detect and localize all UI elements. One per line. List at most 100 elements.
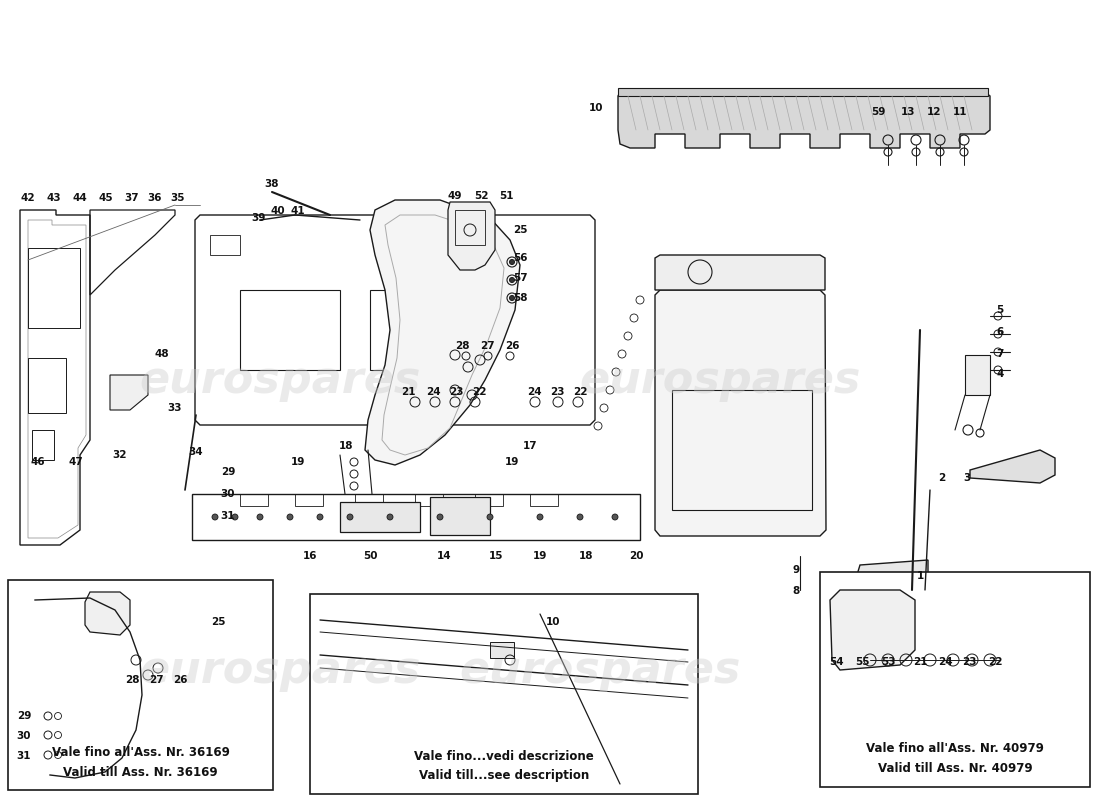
Text: 22: 22	[573, 387, 587, 397]
Text: 35: 35	[170, 193, 185, 203]
Text: 19: 19	[290, 457, 305, 467]
Text: 25: 25	[513, 225, 527, 235]
Text: 1: 1	[916, 571, 924, 581]
Text: 8: 8	[792, 586, 800, 596]
Text: 23: 23	[961, 657, 977, 667]
Circle shape	[509, 278, 515, 282]
Bar	[310, 594, 698, 794]
Circle shape	[212, 514, 218, 520]
Text: 22: 22	[472, 387, 486, 397]
Text: 43: 43	[46, 193, 62, 203]
Text: 31: 31	[221, 511, 235, 521]
Text: 28: 28	[454, 341, 470, 351]
Polygon shape	[970, 450, 1055, 483]
Bar	[240, 290, 340, 370]
Text: 49: 49	[448, 191, 462, 201]
Text: 20: 20	[629, 551, 644, 561]
Text: 59: 59	[871, 107, 886, 117]
Text: 29: 29	[16, 711, 31, 721]
Text: 30: 30	[221, 489, 235, 499]
Text: 3: 3	[964, 473, 970, 483]
Text: 57: 57	[513, 273, 527, 283]
Bar	[820, 572, 1090, 787]
Text: 5: 5	[997, 305, 1003, 315]
Text: 19: 19	[532, 551, 547, 561]
Text: 50: 50	[363, 551, 377, 561]
Polygon shape	[856, 560, 928, 595]
Text: 10: 10	[588, 103, 603, 113]
Text: 26: 26	[505, 341, 519, 351]
Text: 9: 9	[792, 565, 800, 575]
Bar	[672, 390, 812, 510]
Text: 21: 21	[913, 657, 927, 667]
Circle shape	[287, 514, 293, 520]
Text: 46: 46	[31, 457, 45, 467]
Text: 16: 16	[302, 551, 317, 561]
Text: 55: 55	[855, 657, 869, 667]
Bar	[32, 430, 54, 460]
Text: eurospares: eurospares	[140, 358, 420, 402]
Text: 23: 23	[449, 387, 463, 397]
Text: 42: 42	[21, 193, 35, 203]
Bar	[8, 580, 273, 790]
Text: 13: 13	[901, 107, 915, 117]
Text: 47: 47	[68, 457, 84, 467]
Bar	[210, 235, 240, 255]
Bar	[370, 290, 450, 370]
Bar	[28, 358, 66, 413]
Bar	[240, 494, 268, 506]
Text: 4: 4	[997, 369, 1003, 379]
Bar	[430, 497, 490, 535]
Text: 24: 24	[527, 387, 541, 397]
Polygon shape	[85, 592, 130, 635]
Bar	[455, 210, 485, 245]
Text: 34: 34	[189, 447, 204, 457]
Text: 17: 17	[522, 441, 537, 451]
Polygon shape	[830, 590, 915, 670]
Text: Vale fino all'Ass. Nr. 40979: Vale fino all'Ass. Nr. 40979	[866, 742, 1044, 755]
Text: 10: 10	[546, 617, 560, 627]
Text: eurospares: eurospares	[140, 649, 420, 691]
Bar	[28, 248, 80, 328]
Polygon shape	[618, 92, 990, 148]
Text: 22: 22	[988, 657, 1002, 667]
Bar	[355, 494, 383, 506]
Text: 27: 27	[480, 341, 494, 351]
Text: 33: 33	[167, 403, 183, 413]
Text: 29: 29	[221, 467, 235, 477]
Text: 37: 37	[124, 193, 140, 203]
Text: 51: 51	[498, 191, 514, 201]
Bar	[415, 494, 443, 506]
Text: 58: 58	[513, 293, 527, 303]
Text: 18: 18	[579, 551, 593, 561]
Circle shape	[612, 514, 618, 520]
Text: 23: 23	[550, 387, 564, 397]
Circle shape	[257, 514, 263, 520]
Bar	[618, 88, 988, 96]
Text: 40: 40	[271, 206, 285, 216]
Text: 52: 52	[474, 191, 488, 201]
Text: 41: 41	[290, 206, 306, 216]
Bar	[965, 355, 990, 395]
Bar	[490, 642, 514, 658]
Text: 27: 27	[148, 675, 163, 685]
Circle shape	[509, 259, 515, 265]
Polygon shape	[365, 200, 520, 465]
Text: Valid till Ass. Nr. 40979: Valid till Ass. Nr. 40979	[878, 762, 1032, 775]
Bar	[530, 494, 558, 506]
Circle shape	[578, 514, 583, 520]
Text: 19: 19	[505, 457, 519, 467]
Bar	[340, 502, 420, 532]
Text: 14: 14	[437, 551, 451, 561]
Text: 11: 11	[953, 107, 967, 117]
Text: 18: 18	[339, 441, 353, 451]
Polygon shape	[654, 290, 826, 536]
Text: Valid till...see description: Valid till...see description	[419, 770, 590, 782]
Polygon shape	[110, 375, 148, 410]
Text: 39: 39	[251, 213, 265, 223]
Text: 24: 24	[426, 387, 440, 397]
Text: 32: 32	[112, 450, 128, 460]
Circle shape	[537, 514, 543, 520]
Text: 48: 48	[155, 349, 169, 359]
Text: Vale fino all'Ass. Nr. 36169: Vale fino all'Ass. Nr. 36169	[52, 746, 230, 758]
